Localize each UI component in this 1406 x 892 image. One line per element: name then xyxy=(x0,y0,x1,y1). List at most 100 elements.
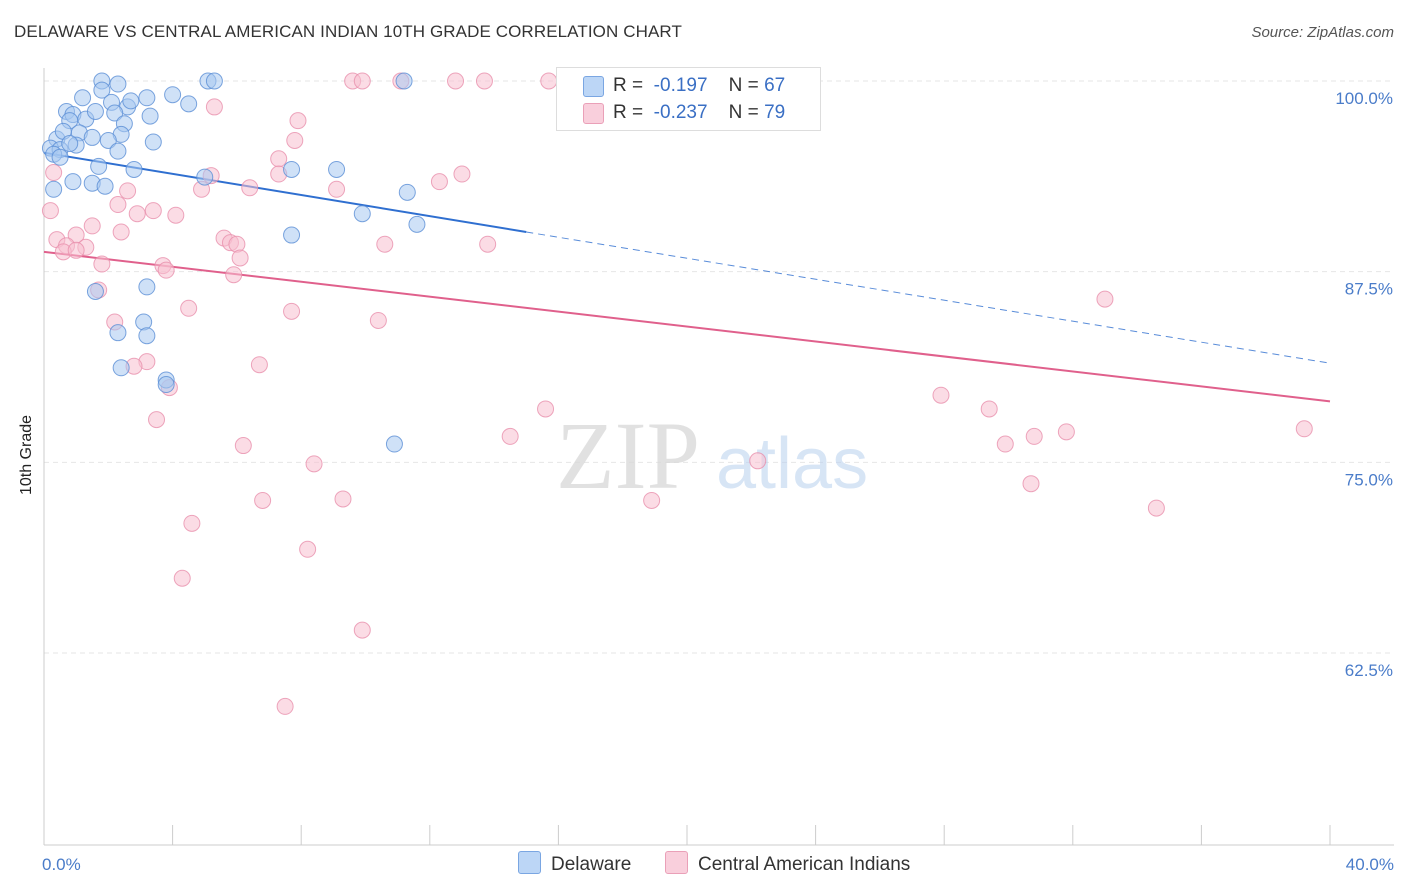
delaware-point xyxy=(106,104,124,122)
central-american-indian-point xyxy=(1295,420,1313,438)
legend-r-value: -0.237 xyxy=(653,102,708,123)
central-american-indian-point xyxy=(749,452,767,470)
delaware-point xyxy=(385,435,403,453)
central-american-indian-point xyxy=(353,72,371,90)
central-american-indian-point xyxy=(996,435,1014,453)
central-american-indian-point xyxy=(144,202,162,220)
trend-lines xyxy=(43,151,1331,403)
legend-swatch-delaware xyxy=(583,76,604,97)
delaware-point xyxy=(398,183,416,201)
grid-lines xyxy=(44,80,1394,654)
delaware-point xyxy=(45,180,63,198)
central-american-indian-point xyxy=(475,72,493,90)
central-american-indian-point xyxy=(45,164,63,182)
central-american-indian-point xyxy=(148,411,166,429)
central-american-indian-point xyxy=(93,255,111,273)
x-tick-label: 40.0% xyxy=(1346,855,1394,874)
central-american-indian-point xyxy=(328,180,346,198)
legend-n-value: 79 xyxy=(764,102,786,123)
delaware-point xyxy=(99,131,117,149)
source-label: Source: ZipAtlas.com xyxy=(1251,24,1394,41)
central-american-indian-point xyxy=(1025,427,1043,445)
chart-title: DELAWARE VS CENTRAL AMERICAN INDIAN 10TH… xyxy=(14,22,682,41)
delaware-point xyxy=(180,95,198,113)
central-american-indian-point xyxy=(1057,423,1075,441)
legend-n-value: 67 xyxy=(764,75,786,96)
delaware-point xyxy=(64,173,82,191)
central-american-indian-point xyxy=(205,98,223,116)
watermark: ZIP atlas xyxy=(556,402,868,509)
delaware-point xyxy=(96,177,114,195)
central-american-indian-point xyxy=(234,437,252,455)
delaware-point xyxy=(112,359,130,377)
delaware-point xyxy=(328,160,346,178)
central-american-indian-point xyxy=(173,569,191,587)
central-american-indian-point xyxy=(180,299,198,317)
central-american-indian-point xyxy=(225,266,243,284)
delaware-point xyxy=(141,107,159,125)
central-american-indian-point xyxy=(376,235,394,253)
legend-swatch-central-american-indians xyxy=(583,103,604,124)
delaware-trend-line-projection xyxy=(526,231,1331,364)
central-american-indian-point xyxy=(231,249,249,267)
legend-r-value: -0.197 xyxy=(653,75,708,96)
central-american-indian-point xyxy=(305,455,323,473)
y-tick-label: 100.0% xyxy=(1335,89,1393,108)
central-american-indian-point xyxy=(430,173,448,191)
delaware-point xyxy=(353,205,371,223)
central-american-indian-point xyxy=(369,311,387,329)
central-american-indian-point xyxy=(250,356,268,374)
central-american-indian-trend-line xyxy=(43,250,1331,403)
delaware-point xyxy=(164,86,182,104)
central-american-indian-point xyxy=(276,697,294,715)
delaware-point xyxy=(109,324,127,342)
delaware-point xyxy=(157,376,175,394)
delaware-point xyxy=(109,142,127,160)
central-american-indian-point xyxy=(83,217,101,235)
delaware-point xyxy=(122,92,140,110)
delaware-trend-line xyxy=(43,151,527,233)
central-american-indian-point xyxy=(67,241,85,259)
legend-n-label: N = xyxy=(728,75,759,96)
legend-r-label: R = xyxy=(613,75,644,96)
central-american-indian-point xyxy=(540,72,558,90)
delaware-point xyxy=(74,89,92,107)
delaware-point xyxy=(125,160,143,178)
central-american-indian-point xyxy=(334,490,352,508)
central-american-indian-point xyxy=(112,223,130,241)
delaware-point xyxy=(61,135,79,153)
delaware-point xyxy=(408,215,426,233)
delaware-point xyxy=(109,75,127,93)
y-tick-label: 87.5% xyxy=(1345,280,1393,299)
central-american-indian-point xyxy=(1147,499,1165,517)
central-american-indian-point xyxy=(270,150,288,168)
bottom-legend-label-central-american-indians: Central American Indians xyxy=(698,854,911,875)
central-american-indian-point xyxy=(254,491,272,509)
delaware-point xyxy=(86,103,104,121)
tick-labels: 62.5% 75.0% 87.5% 100.0% 0.0% 40.0% xyxy=(42,89,1394,874)
central-american-indian-point xyxy=(353,621,371,639)
central-american-indian-point xyxy=(109,196,127,214)
central-american-indian-point xyxy=(157,261,175,279)
central-american-indian-point xyxy=(41,202,59,220)
bottom-legend-central-american-indians: Central American Indians xyxy=(665,851,910,876)
watermark-zip: ZIP xyxy=(556,402,700,509)
axes xyxy=(43,68,1394,846)
delaware-point xyxy=(283,226,301,244)
central-american-indian-point xyxy=(283,302,301,320)
bottom-legend-delaware: Delaware xyxy=(518,851,631,876)
legend: R = -0.197 N = 67 R = -0.237 N = 79 xyxy=(556,67,821,131)
central-american-indian-point xyxy=(183,514,201,532)
y-tick-label: 62.5% xyxy=(1345,661,1393,680)
x-tick-label: 0.0% xyxy=(42,855,81,874)
central-american-indian-point xyxy=(537,400,555,418)
central-american-indian-point xyxy=(241,179,259,197)
central-american-indian-point xyxy=(453,165,471,183)
central-american-indian-point xyxy=(479,235,497,253)
central-american-indian-point xyxy=(447,72,465,90)
delaware-point xyxy=(138,278,156,296)
central-american-indian-point xyxy=(932,386,950,404)
central-american-indian-point xyxy=(501,427,519,445)
delaware-point xyxy=(90,157,108,175)
central-american-indian-point xyxy=(289,112,307,130)
